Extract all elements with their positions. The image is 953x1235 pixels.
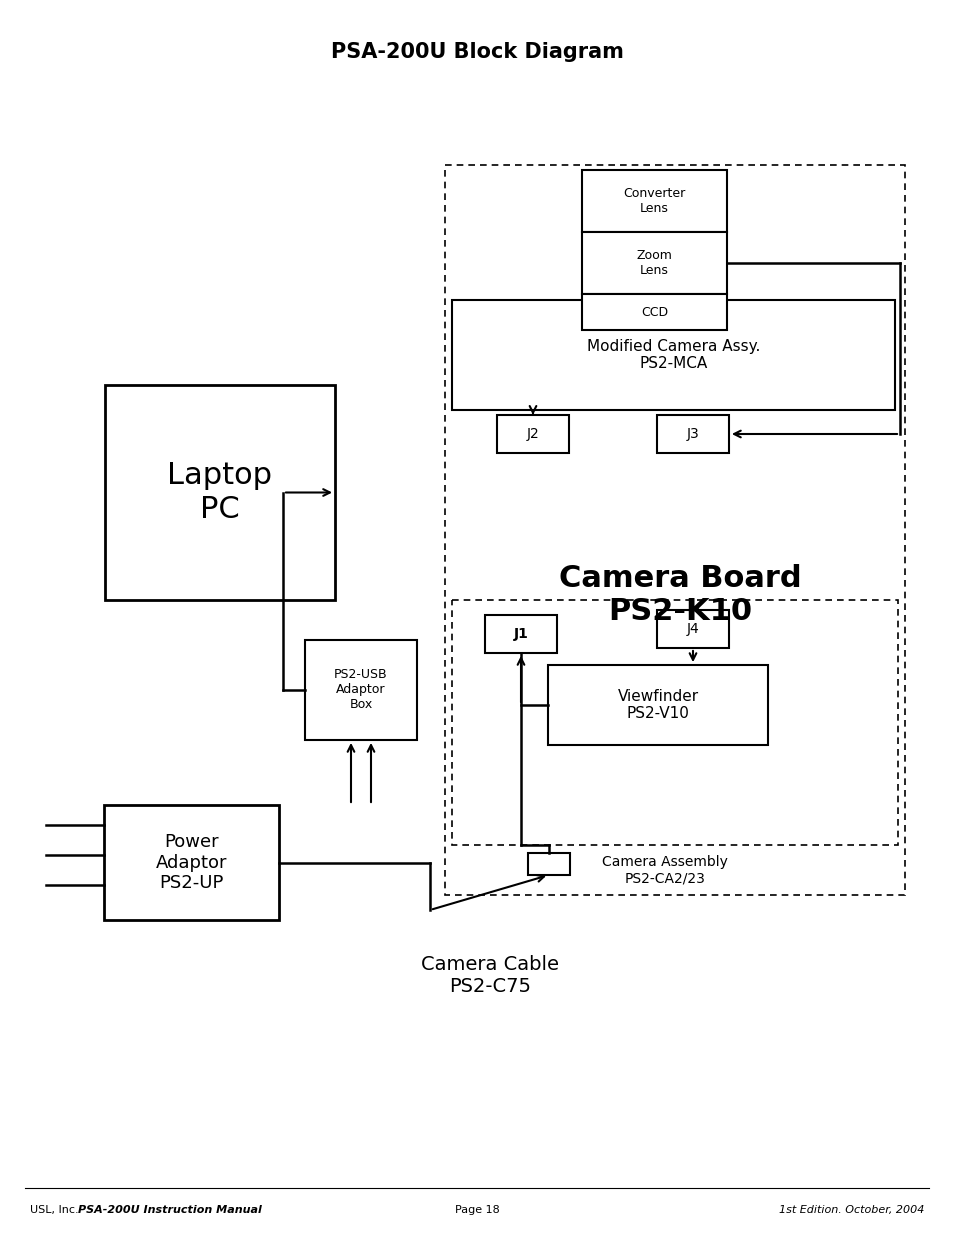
- Bar: [657, 610, 728, 648]
- Text: J1: J1: [513, 627, 528, 641]
- Text: Modified Camera Assy.
PS2-MCA: Modified Camera Assy. PS2-MCA: [586, 338, 760, 372]
- Bar: [547, 664, 767, 745]
- Text: Camera Assembly
PS2-CA2/23: Camera Assembly PS2-CA2/23: [601, 855, 727, 885]
- Text: J3: J3: [686, 427, 699, 441]
- Bar: [581, 232, 726, 294]
- Bar: [305, 640, 416, 740]
- Text: Laptop
PC: Laptop PC: [168, 461, 273, 524]
- Text: Page 18: Page 18: [455, 1205, 498, 1215]
- Bar: [581, 294, 726, 330]
- Text: Converter
Lens: Converter Lens: [622, 186, 685, 215]
- Text: 1st Edition. October, 2004: 1st Edition. October, 2004: [778, 1205, 923, 1215]
- Bar: [104, 805, 278, 920]
- Text: CCD: CCD: [640, 305, 667, 319]
- Bar: [444, 165, 904, 895]
- Text: Camera Board
PS2-K10: Camera Board PS2-K10: [558, 563, 801, 626]
- Bar: [581, 170, 726, 232]
- Text: PSA-200U Block Diagram: PSA-200U Block Diagram: [331, 42, 622, 62]
- Bar: [105, 385, 335, 600]
- Text: J2: J2: [526, 427, 538, 441]
- Text: PSA-200U Instruction Manual: PSA-200U Instruction Manual: [78, 1205, 262, 1215]
- Bar: [452, 600, 897, 845]
- Text: PS2-USB
Adaptor
Box: PS2-USB Adaptor Box: [334, 668, 388, 711]
- Bar: [484, 615, 557, 653]
- Text: USL, Inc.: USL, Inc.: [30, 1205, 86, 1215]
- Text: Camera Cable
PS2-C75: Camera Cable PS2-C75: [420, 955, 558, 995]
- Text: Zoom
Lens: Zoom Lens: [636, 249, 672, 277]
- Bar: [657, 415, 728, 453]
- Bar: [527, 853, 569, 876]
- Bar: [497, 415, 568, 453]
- Bar: [452, 300, 894, 410]
- Text: Power
Adaptor
PS2-UP: Power Adaptor PS2-UP: [155, 832, 227, 893]
- Text: J4: J4: [686, 622, 699, 636]
- Text: Viewfinder
PS2-V10: Viewfinder PS2-V10: [617, 689, 698, 721]
